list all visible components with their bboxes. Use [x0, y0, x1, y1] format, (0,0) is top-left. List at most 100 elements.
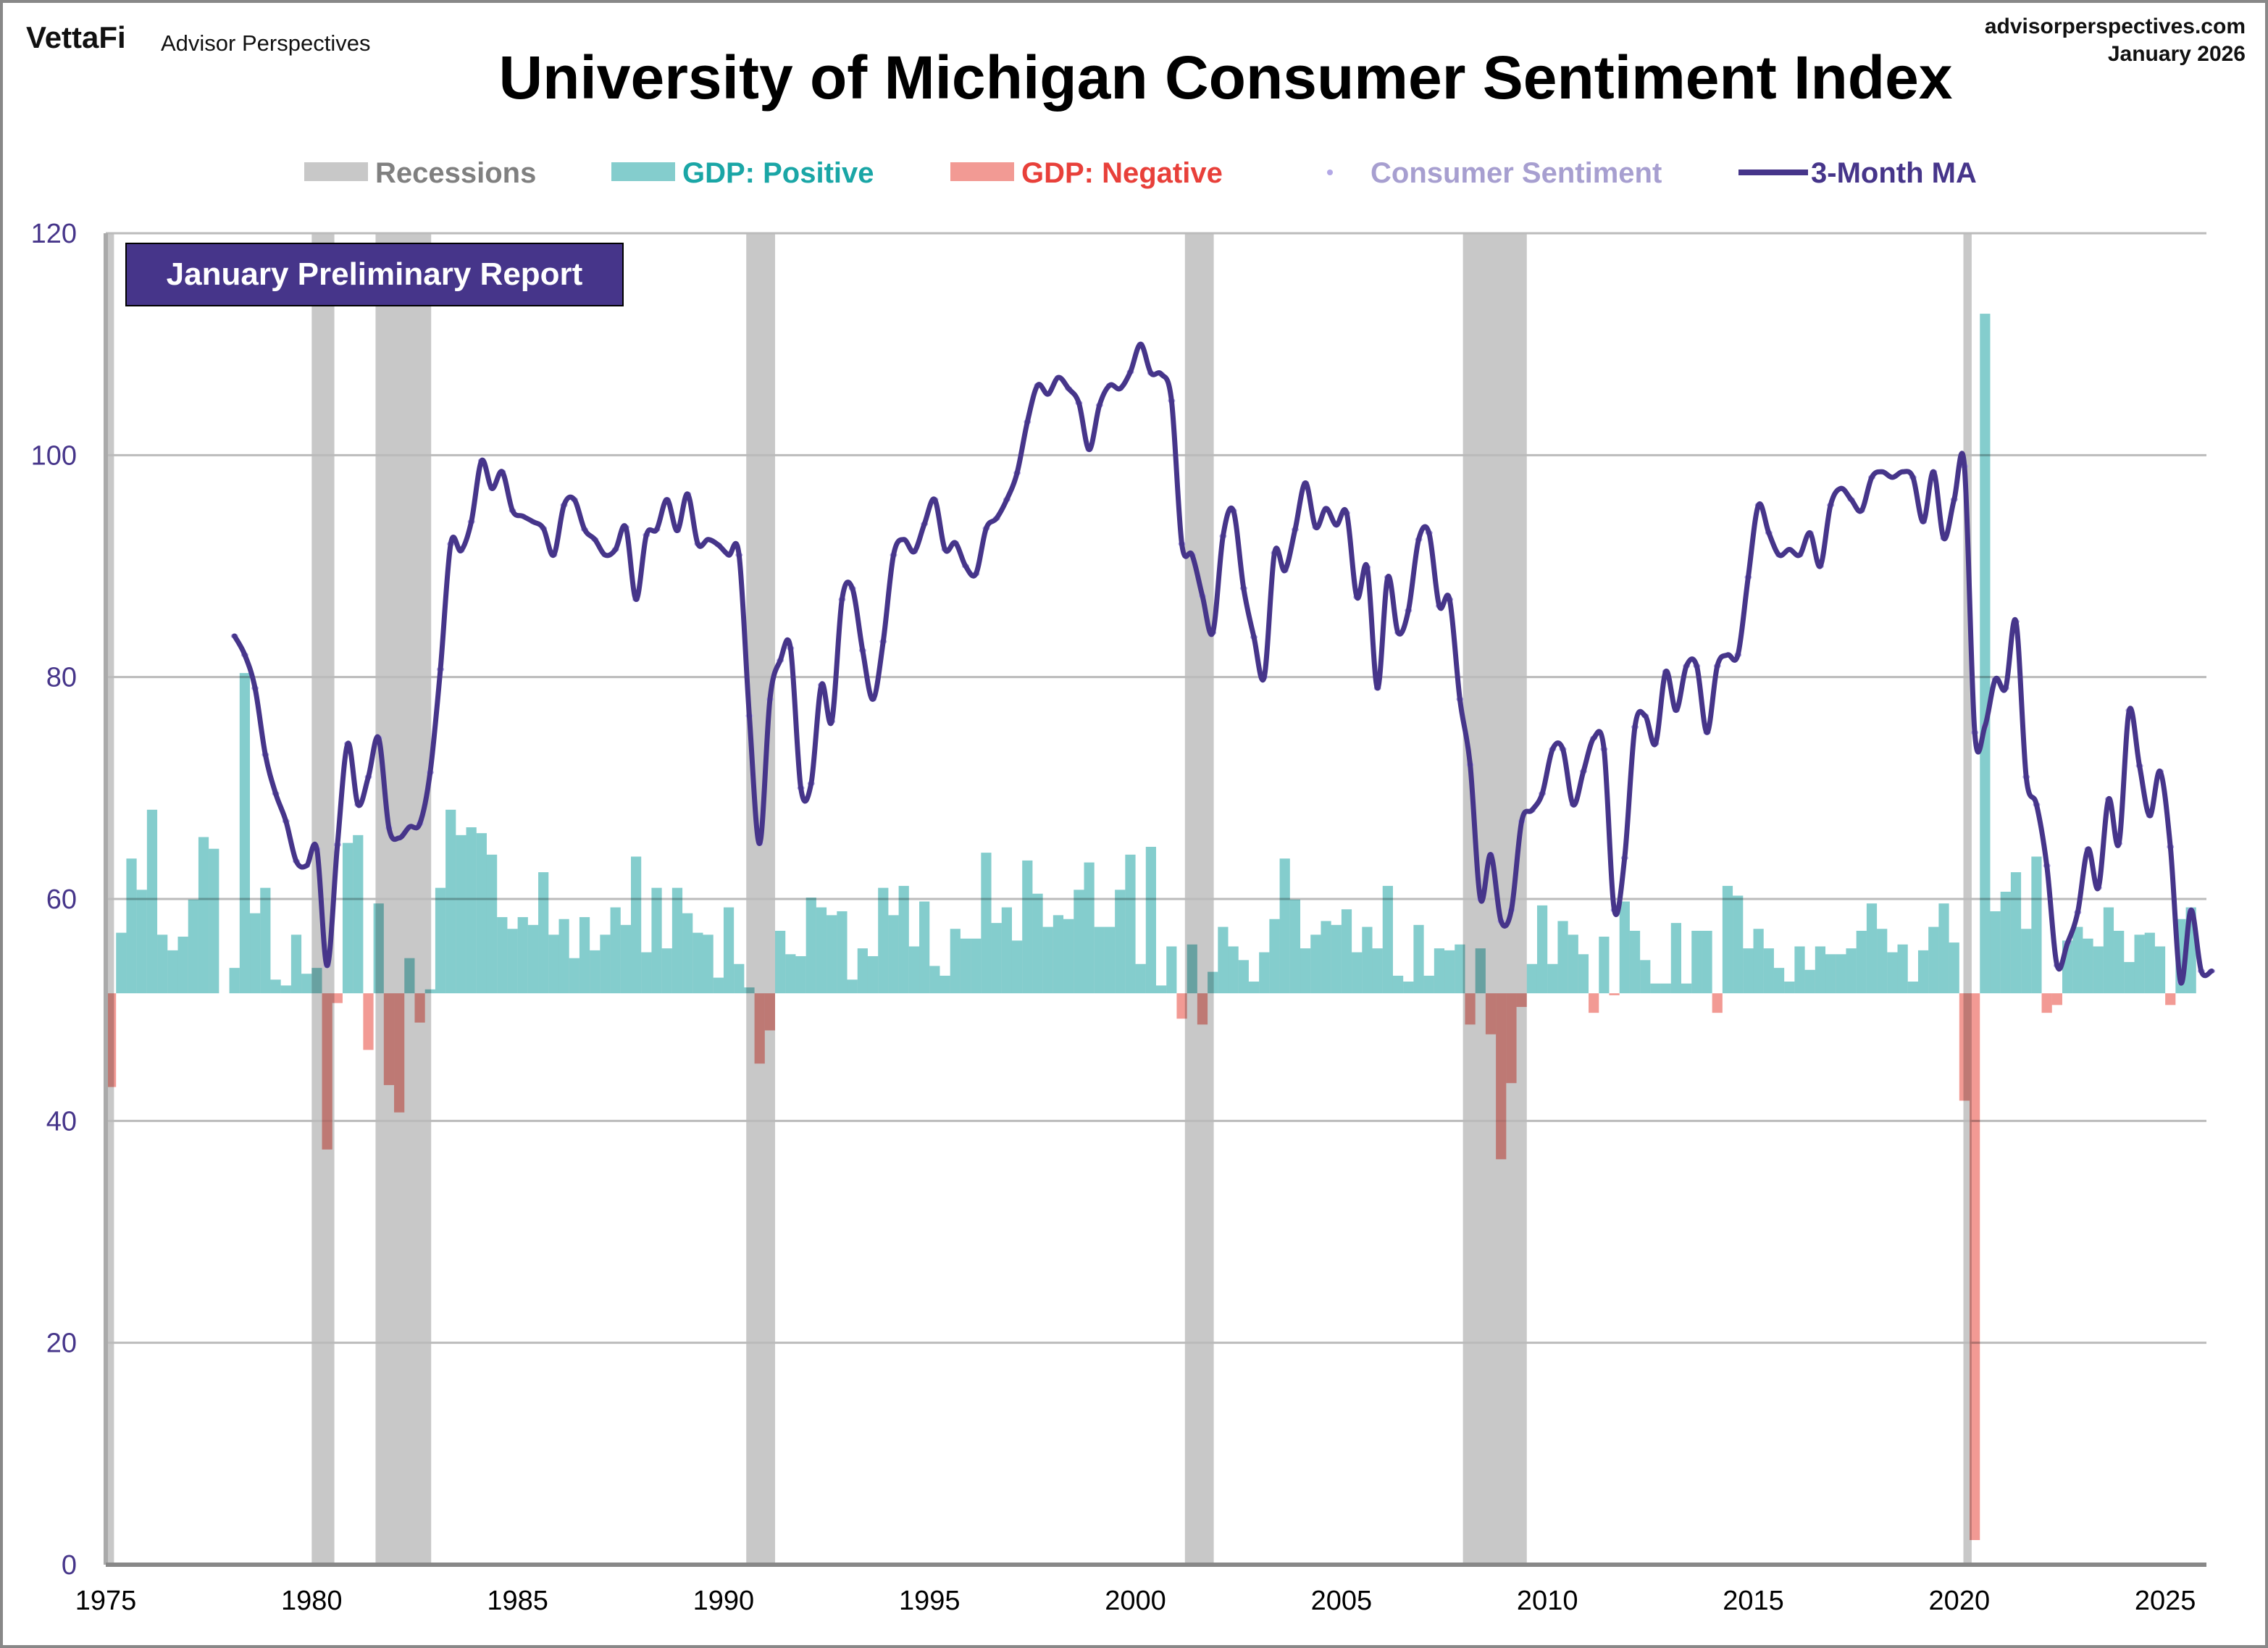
- gdp-bar-negative: [1959, 993, 1970, 1101]
- gdp-bar-negative: [2051, 993, 2062, 1005]
- x-tick-label: 1980: [281, 1586, 343, 1616]
- gdp-bar-negative: [106, 993, 117, 1087]
- gdp-bar-positive: [1084, 862, 1095, 994]
- gdp-bar-positive: [1949, 942, 1959, 994]
- gdp-bar-positive: [1578, 954, 1589, 994]
- gdp-bar-positive: [590, 950, 601, 994]
- legend-recessions-label: Recessions: [375, 157, 536, 189]
- gdp-bar-positive: [1629, 930, 1641, 994]
- gdp-bar-positive: [1063, 919, 1074, 994]
- gdp-bar-positive: [198, 837, 209, 994]
- gdp-bar-positive: [1032, 893, 1043, 994]
- gdp-bar-positive: [1372, 948, 1383, 994]
- gdp-bar-positive: [1722, 885, 1733, 994]
- gdp-bar-positive: [1259, 952, 1270, 994]
- gdp-bar-positive: [2072, 927, 2083, 994]
- gdp-bar-positive: [734, 963, 745, 994]
- gdp-bar-positive: [723, 907, 735, 994]
- legend-gdp-negative-label: GDP: Negative: [1021, 157, 1223, 189]
- gdp-bar-positive: [126, 858, 137, 994]
- report-badge: January Preliminary Report: [125, 243, 624, 306]
- gdp-bar-positive: [290, 934, 302, 994]
- gdp-bar-positive: [1743, 948, 1754, 994]
- gdp-bar-positive: [1423, 975, 1434, 994]
- gdp-bar-positive: [908, 946, 920, 994]
- gdp-bar-positive: [1557, 921, 1568, 994]
- gdp-bar-positive: [1362, 927, 1373, 994]
- gdp-bar-positive: [878, 887, 889, 994]
- x-tick-label: 2000: [1105, 1586, 1166, 1616]
- gdp-bar-positive: [1444, 950, 1455, 994]
- gdp-bar-positive: [1135, 963, 1146, 994]
- x-tick-label: 1990: [693, 1586, 755, 1616]
- gdp-bar-negative: [383, 993, 395, 1085]
- gdp-bar-positive: [1310, 934, 1321, 994]
- gdp-bar-positive: [950, 929, 961, 994]
- gdp-bar-positive: [888, 915, 899, 994]
- y-tick-labels: 0 20 40 60 80 100 120: [31, 219, 77, 1581]
- gdp-bar-positive: [940, 975, 950, 994]
- gdp-bar-positive: [600, 934, 611, 994]
- gdp-bars: [106, 314, 2196, 1540]
- gdp-bar-positive: [837, 911, 848, 994]
- gdp-bar-positive: [991, 923, 1002, 994]
- gdp-bar-positive: [1866, 903, 1878, 994]
- gdp-bar-positive: [2103, 907, 2114, 994]
- gdp-bar-positive: [1568, 934, 1578, 994]
- gdp-bar-positive: [1836, 954, 1846, 994]
- gdp-bar-positive: [703, 934, 714, 994]
- gdp-bar-positive: [1218, 927, 1229, 994]
- site-url: advisorperspectives.com: [1985, 14, 2246, 38]
- gdp-bar-negative: [1609, 993, 1620, 995]
- gdp-bar-positive: [1599, 937, 1610, 994]
- gdp-bar-positive: [1670, 923, 1681, 994]
- gdp-bar-positive: [1001, 907, 1012, 994]
- gdp-bar-positive: [435, 887, 446, 994]
- gdp-bar-negative: [1516, 993, 1527, 1008]
- gdp-bar-negative: [363, 993, 374, 1050]
- gdp-bar-positive: [2021, 929, 2032, 994]
- gdp-bar-positive: [2114, 930, 2125, 994]
- gdp-bar-positive: [1536, 905, 1548, 994]
- gdp-bar-positive: [1526, 963, 1537, 994]
- gdp-bar-positive: [209, 848, 219, 994]
- gdp-bar-positive: [116, 932, 127, 994]
- legend-sentiment-dot: [1327, 170, 1333, 175]
- gdp-bar-positive: [713, 977, 724, 994]
- gdp-bar-positive: [1619, 901, 1630, 994]
- gdp-bar-positive: [1640, 960, 1651, 994]
- gdp-bar-positive: [2124, 962, 2135, 994]
- gdp-bar-positive: [157, 934, 168, 994]
- gdp-bar-positive: [867, 955, 879, 994]
- gdp-bar-positive: [177, 937, 188, 994]
- y-tick-label: 100: [31, 440, 77, 471]
- gdp-bar-positive: [775, 930, 786, 994]
- gdp-bar-positive: [795, 955, 806, 994]
- gdp-bar-positive: [651, 887, 662, 994]
- gdp-bar-positive: [456, 835, 466, 994]
- gdp-bar-positive: [744, 987, 755, 994]
- gdp-bar-positive: [445, 809, 456, 994]
- gdp-bar-positive: [1115, 890, 1126, 994]
- gdp-bar-positive: [1279, 858, 1290, 994]
- gdp-bar-positive: [1289, 899, 1301, 994]
- gdp-bar-positive: [1228, 946, 1239, 994]
- gdp-bar-positive: [1269, 919, 1280, 994]
- gdp-bar-positive: [1980, 314, 1991, 994]
- legend-gdp-negative-swatch: [950, 162, 1014, 181]
- y-tick-label: 80: [46, 663, 77, 693]
- gdp-bar-negative: [1589, 993, 1599, 1013]
- gdp-bar-negative: [1496, 993, 1507, 1160]
- gdp-bar-positive: [682, 913, 693, 994]
- gdp-bar-positive: [1331, 924, 1342, 994]
- gdp-bar-positive: [569, 958, 579, 994]
- gdp-bar-negative: [764, 993, 776, 1031]
- gdp-bar-positive: [558, 919, 569, 994]
- gdp-bar-positive: [661, 948, 672, 994]
- gdp-bar-positive: [1650, 983, 1661, 994]
- gdp-bar-positive: [538, 872, 549, 994]
- gdp-bar-negative: [1970, 993, 1980, 1540]
- gdp-bar-positive: [260, 887, 271, 994]
- gdp-bar-positive: [1825, 954, 1836, 994]
- gdp-bar-positive: [2083, 938, 2093, 994]
